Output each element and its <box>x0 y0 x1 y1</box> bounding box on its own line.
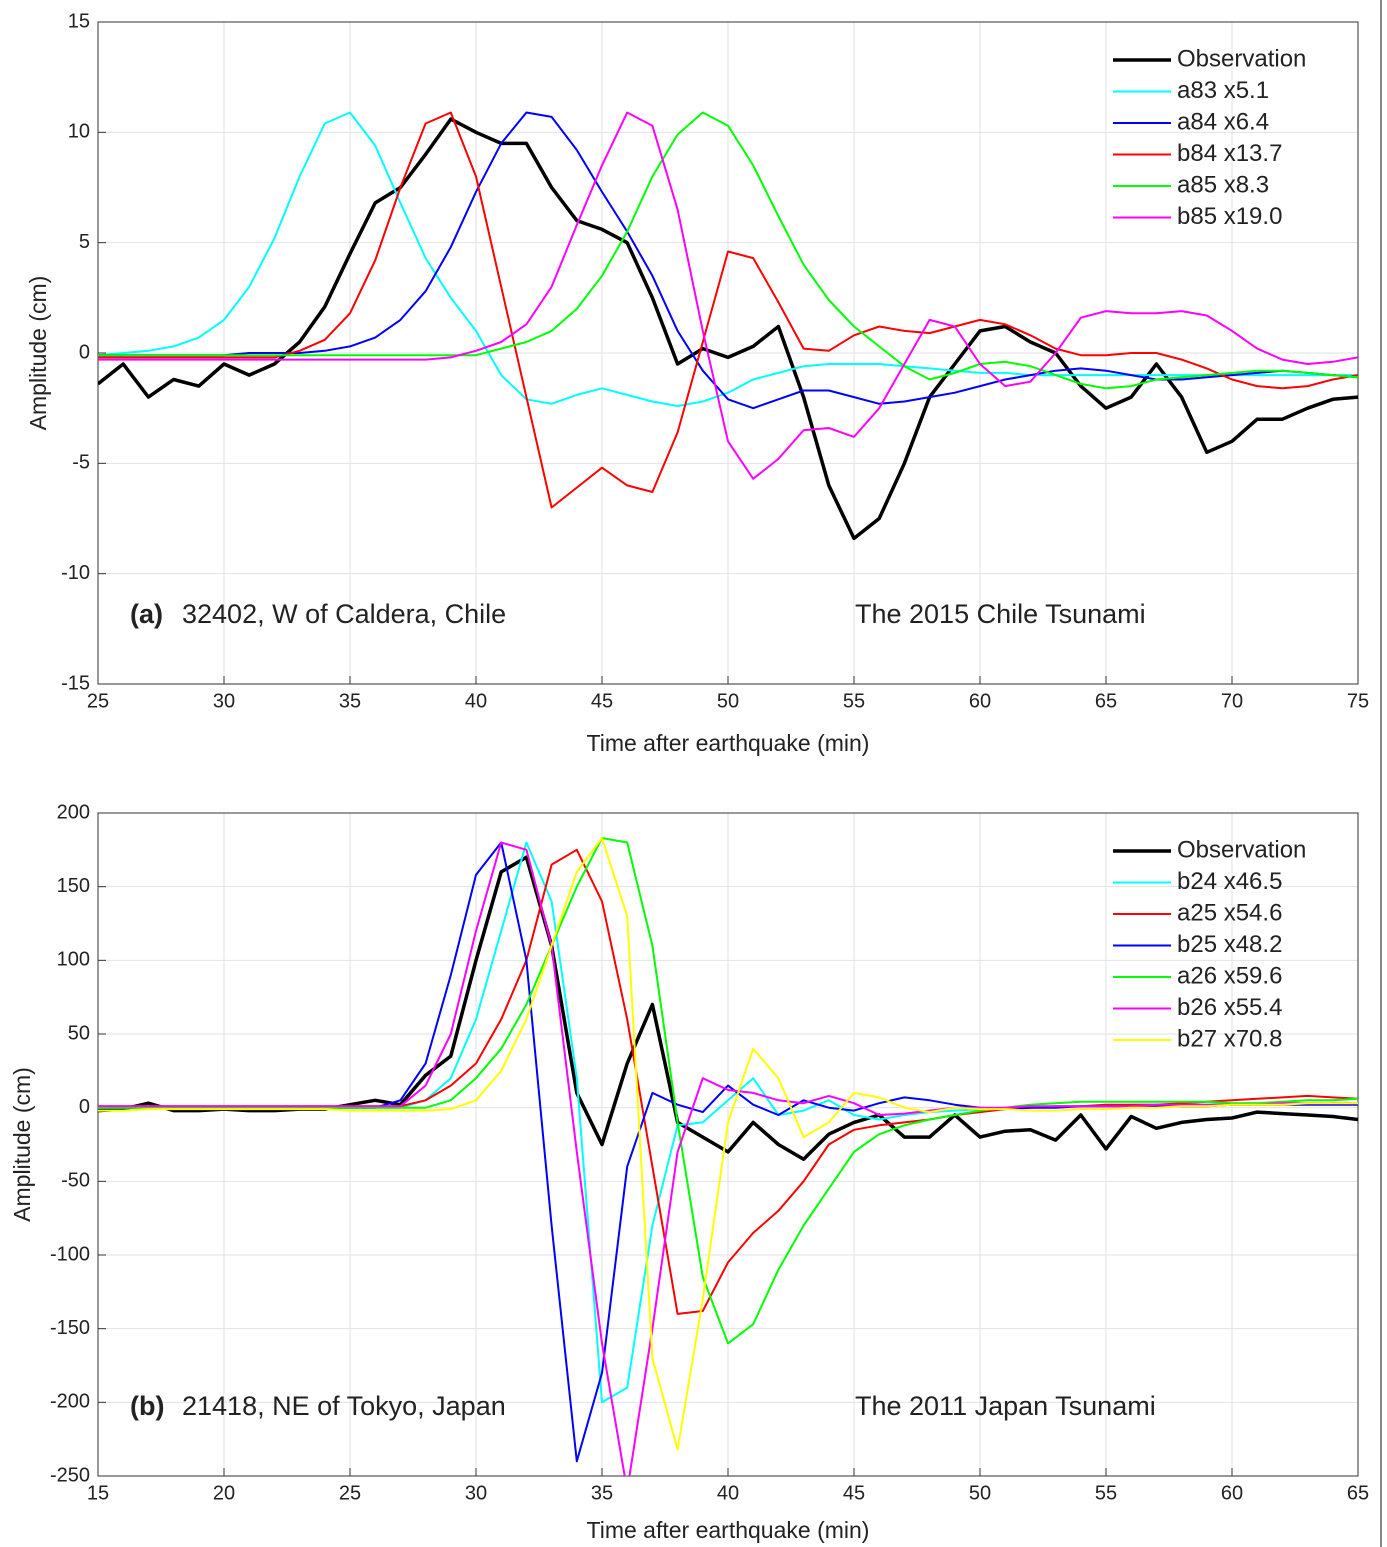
legend-label: Observation <box>1177 836 1306 863</box>
legend-label: a85 x8.3 <box>1177 171 1269 198</box>
station-note: 21418, NE of Tokyo, Japan <box>182 1391 506 1421</box>
legend-label: b27 x70.8 <box>1177 1025 1282 1052</box>
x-tick-label: 45 <box>843 1482 865 1504</box>
x-tick-label: 65 <box>1095 690 1117 712</box>
x-tick-label: 50 <box>717 690 739 712</box>
legend-label: a25 x54.6 <box>1177 899 1282 926</box>
data-line <box>98 111 1358 407</box>
data-line <box>98 111 1358 390</box>
legend-label: b84 x13.7 <box>1177 140 1282 167</box>
y-tick-label: 150 <box>57 875 90 897</box>
legend-label: a83 x5.1 <box>1177 77 1269 104</box>
legend-label: b24 x46.5 <box>1177 868 1282 895</box>
x-tick-label: 70 <box>1221 690 1243 712</box>
axes-box <box>97 812 1359 1477</box>
y-tick-label: -150 <box>50 1317 90 1339</box>
legend-label: b85 x19.0 <box>1177 203 1282 230</box>
y-tick-label: -200 <box>50 1391 90 1413</box>
x-tick-label: 15 <box>87 1482 109 1504</box>
legend-label: Observation <box>1177 45 1306 72</box>
x-tick-label: 35 <box>591 1482 613 1504</box>
x-tick-label: 30 <box>213 690 235 712</box>
data-line <box>98 111 1358 410</box>
legend-label: a26 x59.6 <box>1177 962 1282 989</box>
x-tick-label: 50 <box>969 1482 991 1504</box>
x-tick-label: 45 <box>591 690 613 712</box>
station-note: 32402, W of Caldera, Chile <box>182 599 506 629</box>
y-tick-label: -15 <box>61 672 90 694</box>
event-note: The 2015 Chile Tsunami <box>855 599 1146 629</box>
x-tick-label: 35 <box>339 690 361 712</box>
x-axis-label: Time after earthquake (min) <box>587 730 870 756</box>
y-tick-label: 15 <box>68 10 90 32</box>
x-tick-label: 25 <box>339 1482 361 1504</box>
y-tick-label: 0 <box>79 341 90 363</box>
y-axis-label: Amplitude (cm) <box>25 276 51 431</box>
y-tick-label: -100 <box>50 1243 90 1265</box>
x-tick-label: 25 <box>87 690 109 712</box>
y-tick-label: 10 <box>68 121 90 143</box>
y-tick-label: 50 <box>68 1022 90 1044</box>
legend-label: b26 x55.4 <box>1177 994 1282 1021</box>
data-line <box>98 837 1358 1451</box>
y-tick-label: -5 <box>72 452 90 474</box>
x-tick-label: 65 <box>1347 1482 1369 1504</box>
x-tick-label: 60 <box>1221 1482 1243 1504</box>
x-tick-label: 40 <box>465 690 487 712</box>
data-line <box>98 111 1358 480</box>
data-line <box>98 111 1358 509</box>
x-tick-label: 20 <box>213 1482 235 1504</box>
axes-box <box>97 21 1359 685</box>
x-tick-label: 60 <box>969 690 991 712</box>
panel-label: (b) <box>130 1391 164 1421</box>
y-tick-label: 0 <box>79 1096 90 1118</box>
data-line <box>98 841 1358 1476</box>
x-tick-label: 55 <box>843 690 865 712</box>
x-tick-label: 75 <box>1347 690 1369 712</box>
panel-label: (a) <box>130 599 163 629</box>
legend-label: b25 x48.2 <box>1177 931 1282 958</box>
y-tick-label: 5 <box>79 231 90 253</box>
event-note: The 2011 Japan Tsunami <box>855 1391 1156 1421</box>
legend-label: a84 x6.4 <box>1177 108 1269 135</box>
y-tick-label: 100 <box>57 949 90 971</box>
plot-area <box>98 111 1358 541</box>
data-line <box>98 837 1358 1345</box>
y-tick-label: -10 <box>61 562 90 584</box>
x-tick-label: 30 <box>465 1482 487 1504</box>
plot-area <box>98 837 1358 1476</box>
x-tick-label: 40 <box>717 1482 739 1504</box>
y-tick-label: -50 <box>61 1170 90 1192</box>
y-tick-label: -250 <box>50 1464 90 1486</box>
y-tick-label: 200 <box>57 801 90 823</box>
x-tick-label: 55 <box>1095 1482 1117 1504</box>
y-axis-label: Amplitude (cm) <box>9 1067 35 1222</box>
x-axis-label: Time after earthquake (min) <box>587 1517 870 1543</box>
